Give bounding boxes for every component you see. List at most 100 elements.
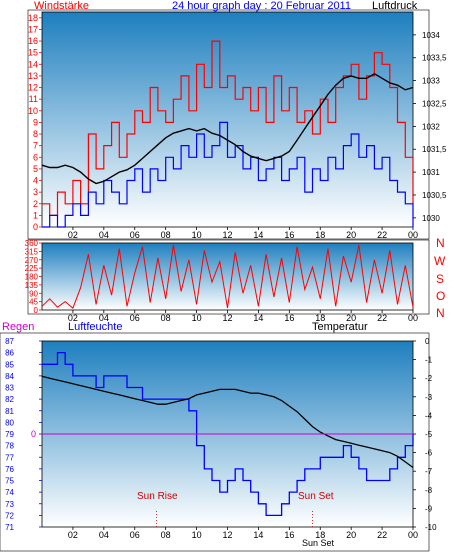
- panel-wind-direction: [41, 242, 414, 311]
- humidity-axis-label: 74: [5, 488, 14, 497]
- x-tick-label: 18: [315, 230, 325, 240]
- wind-axis-label: 11: [29, 94, 38, 104]
- pressure-axis-label: 1032: [422, 122, 440, 131]
- x-tick-label: 04: [99, 313, 109, 323]
- humidity-axis-label: 72: [5, 511, 14, 520]
- temperature-axis-label: -6: [425, 449, 433, 458]
- x-tick-label: 14: [253, 313, 263, 323]
- x-tick-label: 08: [161, 530, 171, 540]
- panel-wind-pressure: [41, 11, 414, 228]
- sun-set-label: Sun Set: [298, 491, 334, 502]
- wind-axis-label: 7: [33, 141, 38, 151]
- temperature-axis-label: -9: [425, 504, 433, 513]
- wind-axis-label: 9: [33, 117, 38, 127]
- humidity-axis-label: 71: [5, 523, 14, 532]
- x-tick-label: 02: [68, 530, 78, 540]
- x-tick-label: 18: [315, 530, 325, 540]
- direction-axis-label: 0: [34, 306, 39, 315]
- middle-outer-frame: [27, 239, 430, 315]
- sun-rise-label: Sun Rise: [137, 491, 178, 502]
- direction-axis-label: 135: [25, 281, 39, 290]
- pressure-title: Luftdruck: [372, 0, 418, 12]
- x-tick-label: 22: [377, 530, 387, 540]
- x-tick-label: 06: [130, 230, 140, 240]
- humidity-axis-label: 75: [5, 477, 14, 486]
- wind-axis-label: 8: [33, 129, 38, 139]
- x-tick-label: 02: [68, 230, 78, 240]
- humidity-axis-label: 76: [5, 465, 14, 474]
- temperature-axis-label: -10: [425, 523, 437, 532]
- direction-label-w: W: [434, 254, 446, 268]
- x-tick-label: 10: [192, 530, 202, 540]
- wind-axis-label: 2: [33, 199, 38, 209]
- wind-axis-label: 14: [28, 59, 38, 69]
- temperature-axis-label: -2: [425, 374, 433, 383]
- humidity-axis-label: 86: [5, 349, 14, 358]
- sun-set-axis-label: Sun Set: [302, 538, 335, 548]
- x-tick-label: 14: [253, 230, 263, 240]
- temperature-axis-label: -3: [425, 393, 433, 402]
- humidity-axis-label: 80: [5, 418, 14, 427]
- x-tick-label: 22: [377, 313, 387, 323]
- wind-axis-label: 3: [33, 187, 38, 197]
- pressure-axis-label: 1033: [422, 77, 440, 86]
- rain-title: Regen: [2, 321, 35, 333]
- x-tick-label: 04: [99, 230, 109, 240]
- x-tick-label: 16: [284, 530, 294, 540]
- bottom-outer-frame: [0, 332, 430, 552]
- direction-axis-label: 180: [25, 273, 39, 282]
- wind-axis-label: 1: [33, 210, 38, 220]
- x-tick-label: 22: [377, 230, 387, 240]
- humidity-axis-label: 81: [5, 407, 14, 416]
- wind-axis-label: 6: [33, 152, 38, 162]
- wind-axis-label: 18: [28, 13, 38, 23]
- direction-axis-label: 360: [25, 239, 39, 248]
- temperature-axis-label: -5: [425, 430, 433, 439]
- humidity-axis-label: 83: [5, 384, 14, 393]
- x-tick-label: 14: [253, 530, 263, 540]
- pressure-axis-label: 1030: [422, 214, 440, 223]
- temperature-axis-label: -8: [425, 486, 433, 495]
- wind-axis-label: 12: [28, 83, 38, 93]
- wind-axis-label: 16: [28, 36, 38, 46]
- x-tick-label: 12: [222, 530, 232, 540]
- humidity-axis-label: 84: [5, 372, 14, 381]
- series-windstärke-line: [42, 40, 414, 216]
- x-tick-label: 18: [315, 313, 325, 323]
- direction-label-s: S: [436, 272, 445, 286]
- x-tick-label: 20: [346, 230, 356, 240]
- pressure-axis-label: 1032,5: [422, 99, 447, 108]
- temperature-title: Temperatur: [312, 321, 368, 333]
- pressure-axis-label: 1030,5: [422, 191, 447, 200]
- wind-title: Windstärke: [34, 0, 90, 12]
- temperature-axis-label: -1: [425, 356, 433, 365]
- x-tick-label: 12: [222, 313, 232, 323]
- x-tick-label: 00: [408, 230, 418, 240]
- pressure-axis-label: 1033,5: [422, 54, 447, 63]
- pressure-axis-label: 1031: [422, 168, 440, 177]
- humidity-axis-label: 73: [5, 500, 14, 509]
- wind-axis-label: 13: [28, 71, 38, 81]
- x-tick-label: 06: [130, 313, 140, 323]
- chart-date-title: 24 hour graph day : 20 Februar 2011: [172, 0, 351, 12]
- x-tick-label: 20: [346, 313, 356, 323]
- temperature-axis-label: -4: [425, 411, 433, 420]
- top-outer-frame: [27, 9, 430, 240]
- x-tick-label: 06: [130, 530, 140, 540]
- x-tick-label: 16: [284, 313, 294, 323]
- humidity-axis-label: 79: [5, 430, 14, 439]
- direction-axis-label: 270: [25, 256, 39, 265]
- x-tick-label: 08: [161, 230, 171, 240]
- wind-axis-label: 15: [28, 48, 38, 58]
- direction-axis-label: 90: [29, 289, 38, 298]
- wind-axis-label: 17: [28, 24, 38, 34]
- direction-axis-label: 225: [25, 264, 39, 273]
- x-tick-label: 10: [192, 230, 202, 240]
- wind-axis-label: 10: [28, 106, 38, 116]
- direction-label-n: N: [436, 236, 445, 250]
- temperature-axis-label: 0: [425, 337, 430, 346]
- humidity-axis-label: 82: [5, 395, 14, 404]
- pressure-axis-label: 1034: [422, 31, 440, 40]
- x-tick-label: 02: [68, 313, 78, 323]
